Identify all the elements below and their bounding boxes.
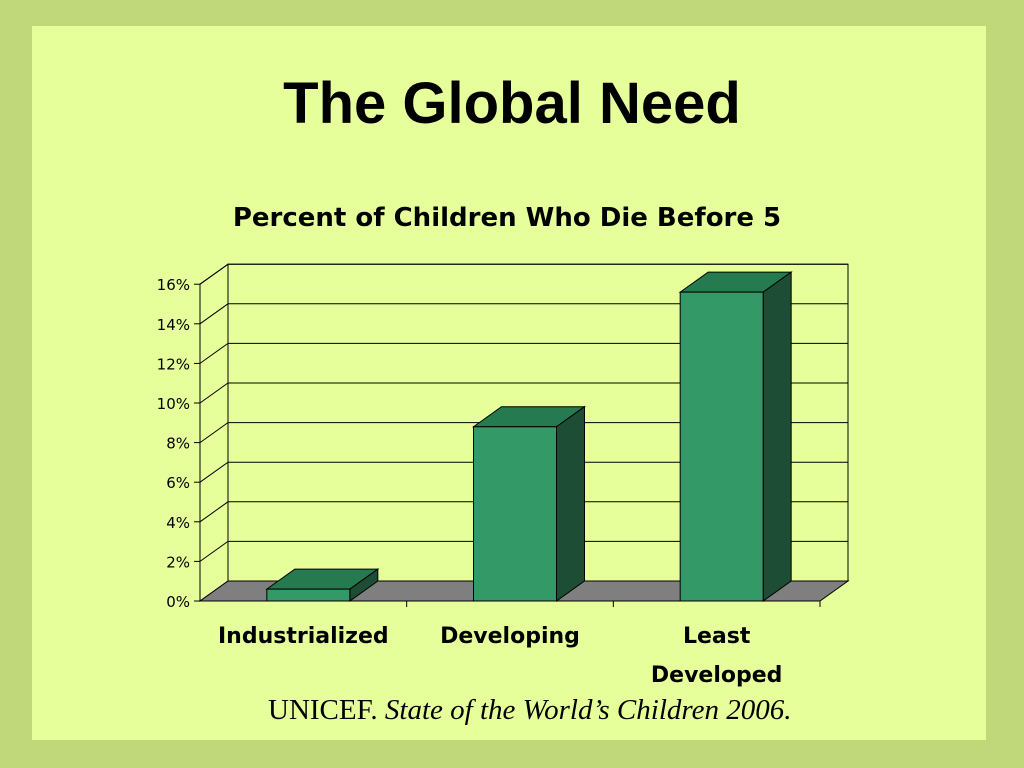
gridline <box>199 263 848 285</box>
bar <box>473 426 557 602</box>
x-tick-label: Industrialized <box>218 624 389 649</box>
gridline <box>199 461 848 483</box>
x-tick-label: Developed <box>651 663 783 688</box>
y-tick-label: 2% <box>166 553 190 571</box>
y-tick-label: 6% <box>166 474 190 492</box>
gridline <box>199 501 848 523</box>
gridline <box>199 422 848 444</box>
x-tick-label: Least <box>683 624 751 649</box>
slide-title: The Global Need <box>283 71 741 136</box>
bar <box>679 291 764 602</box>
y-tick-label: 12% <box>157 355 190 373</box>
bar-side <box>762 271 792 602</box>
y-tick-label: 4% <box>166 514 190 532</box>
y-tick-label: 10% <box>157 395 190 413</box>
bar-side <box>556 405 585 602</box>
y-tick-label: 8% <box>166 435 190 453</box>
citation-work: State of the World’s Children 2006. <box>384 694 792 726</box>
gridline <box>199 540 848 562</box>
y-tick-label: 16% <box>157 276 190 294</box>
x-tick-label: Developing <box>440 624 580 649</box>
citation: UNICEF. State of the World’s Children 20… <box>268 694 791 727</box>
bar <box>266 588 351 602</box>
y-tick-label: 14% <box>157 316 190 334</box>
gridline <box>199 303 848 325</box>
chart-title: Percent of Children Who Die Before 5 <box>232 203 782 233</box>
citation-org: UNICEF. <box>268 694 378 726</box>
y-tick-label: 0% <box>166 593 190 611</box>
gridline <box>199 382 848 404</box>
gridline <box>199 342 848 364</box>
